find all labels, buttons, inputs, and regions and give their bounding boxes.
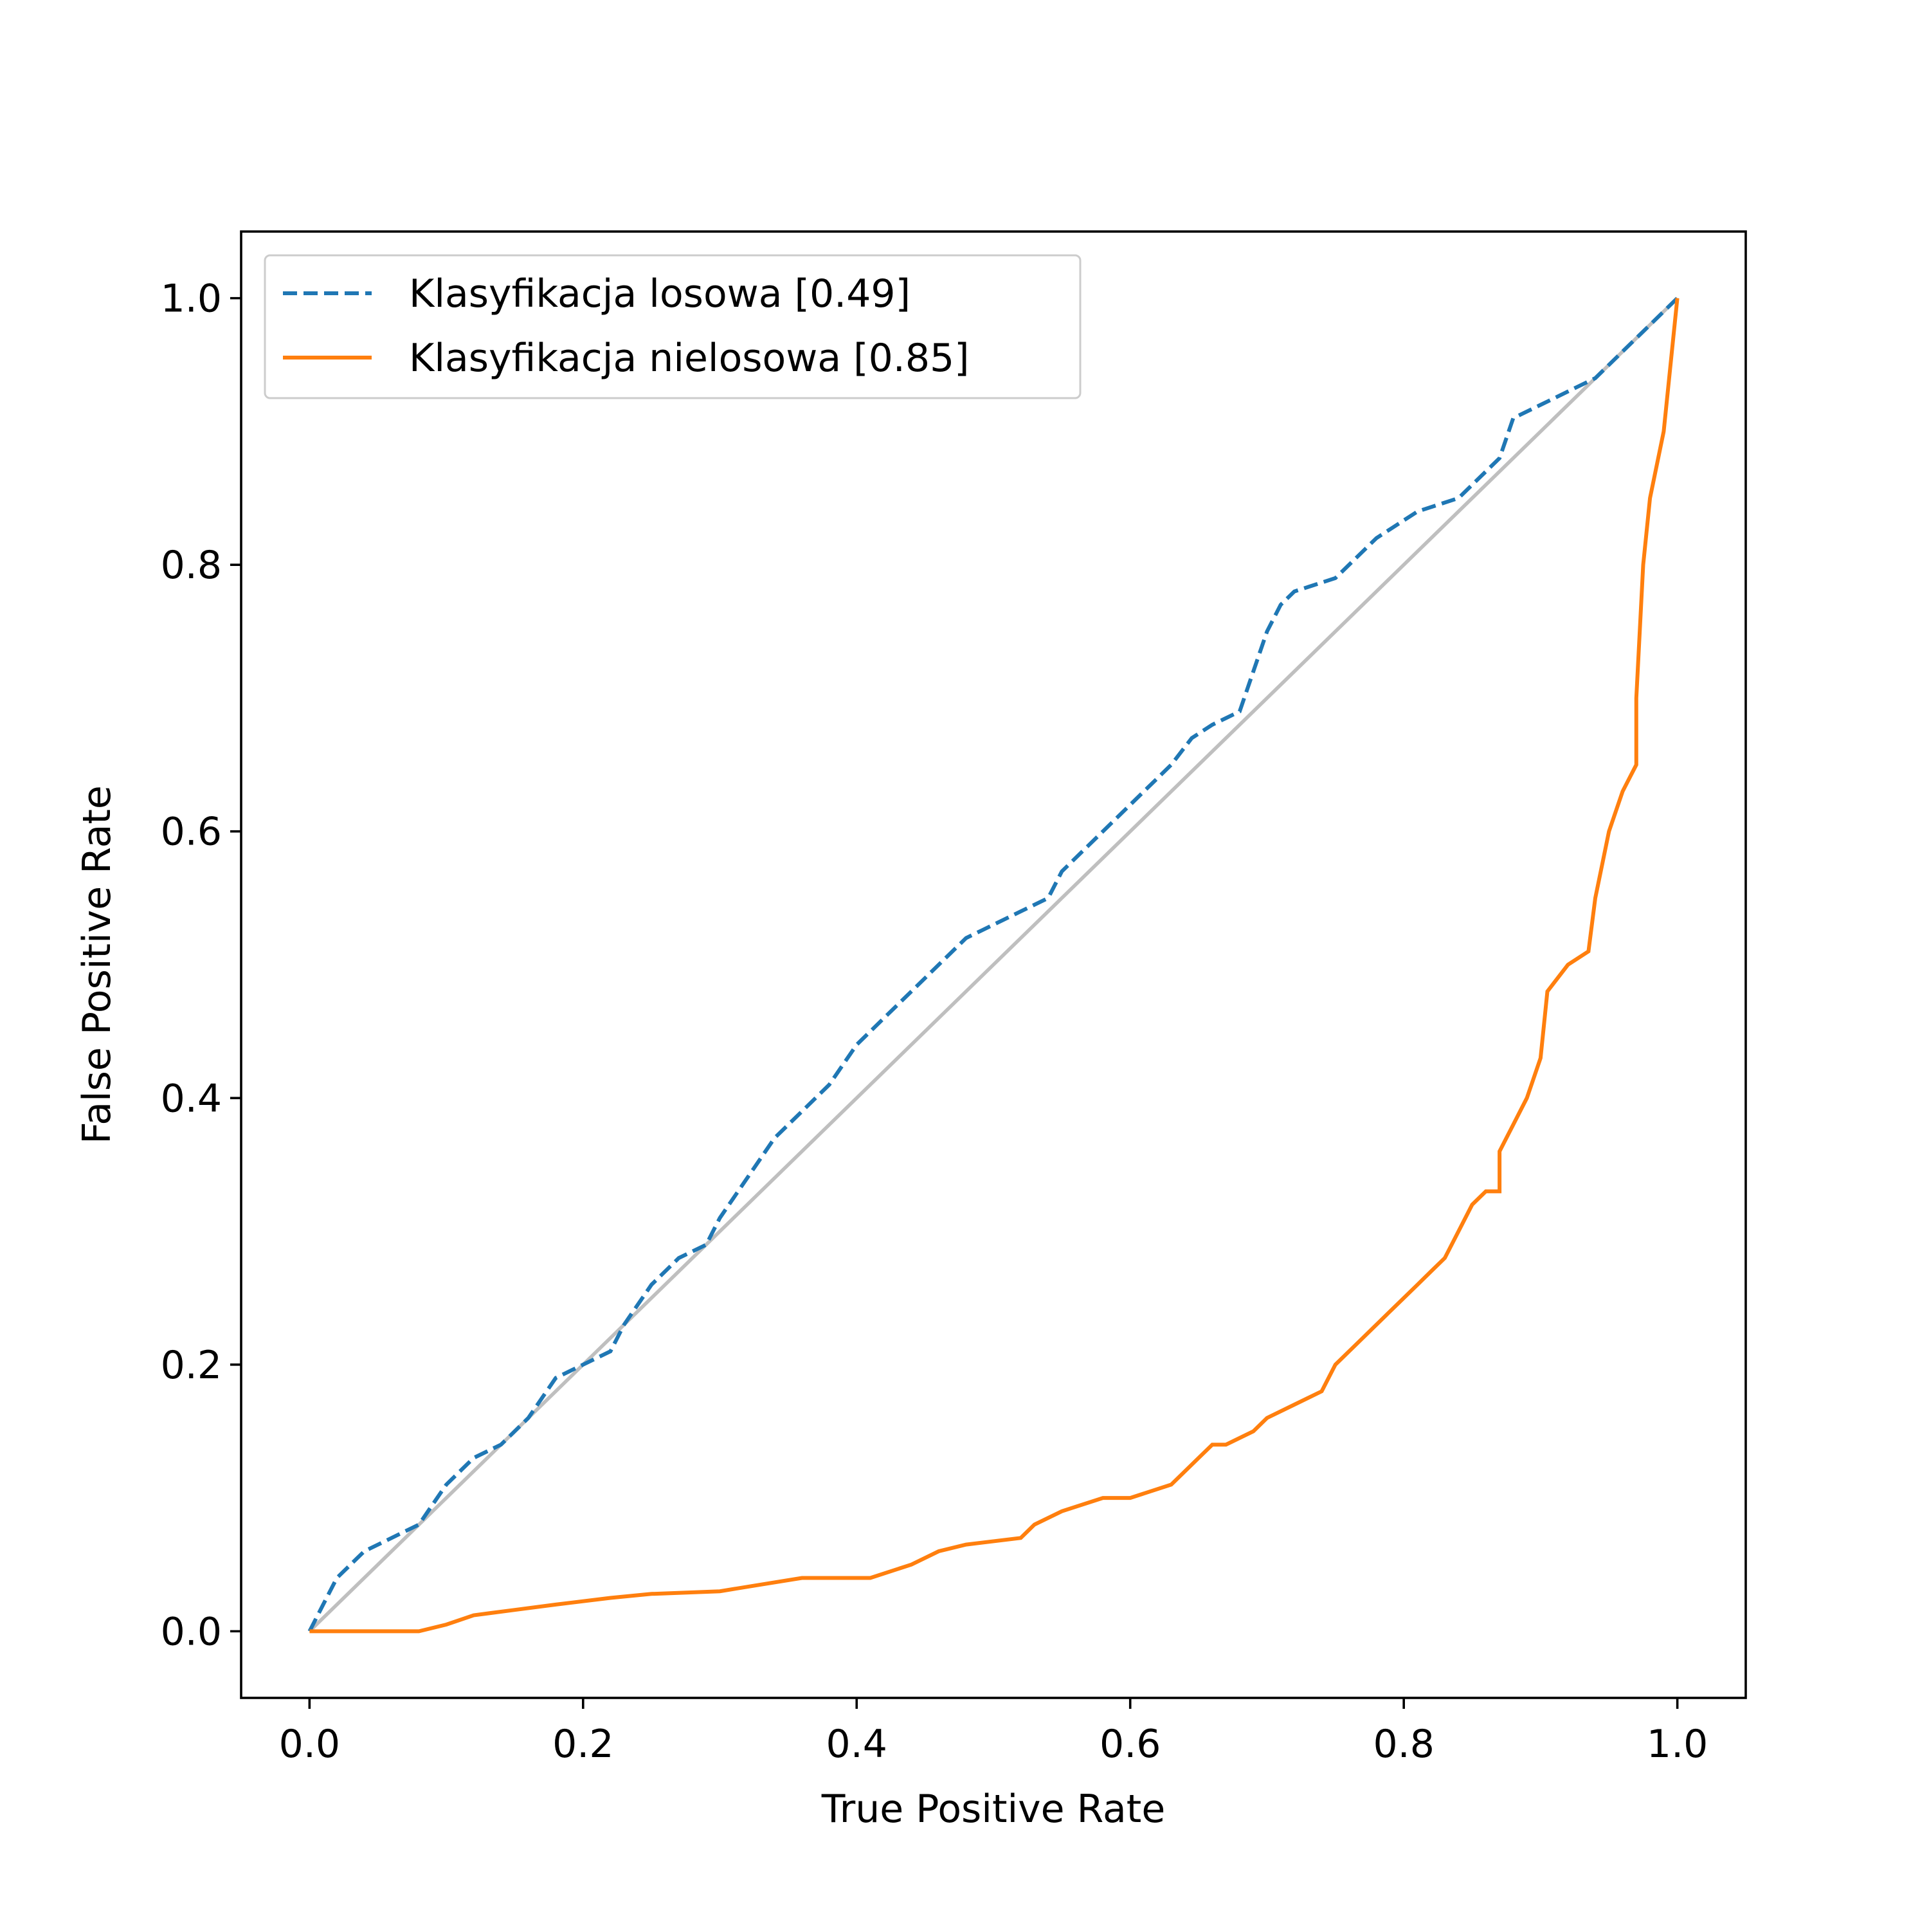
legend-label-klasyfikacja-nielosowa: Klasyfikacja nielosowa [0.85] — [409, 336, 970, 381]
legend: Klasyfikacja losowa [0.49] Klasyfikacja … — [264, 254, 1082, 399]
x-axis-ticks: 0.0 0.2 0.4 0.6 0.8 1.0 — [279, 1698, 1708, 1767]
reference-diagonal-line — [308, 296, 1679, 1633]
y-tick-label: 0.2 — [161, 1343, 222, 1388]
y-tick-label: 0.6 — [161, 810, 222, 855]
series-line-klasyfikacja-nielosowa — [309, 298, 1680, 1634]
plot-frame — [240, 230, 1747, 1699]
x-tick-label: 0.4 — [826, 1722, 887, 1767]
x-tick-label: 0.8 — [1373, 1722, 1434, 1767]
y-axis-label: False Positive Rate — [75, 785, 120, 1144]
legend-box — [264, 254, 1082, 399]
series-line-klasyfikacja-losowa — [307, 296, 1679, 1632]
legend-label-klasyfikacja-losowa: Klasyfikacja losowa [0.49] — [409, 271, 910, 316]
y-tick-label: 0.0 — [161, 1609, 222, 1654]
x-tick-label: 1.0 — [1647, 1722, 1708, 1767]
x-tick-label: 0.0 — [279, 1722, 340, 1767]
y-axis-ticks: 0.0 0.2 0.4 0.6 0.8 1.0 — [161, 277, 241, 1654]
y-tick-label: 0.8 — [161, 543, 222, 588]
x-axis-label: True Positive Rate — [821, 1787, 1165, 1832]
x-tick-label: 0.6 — [1100, 1722, 1161, 1767]
y-tick-label: 0.4 — [161, 1076, 222, 1121]
x-tick-label: 0.2 — [552, 1722, 613, 1767]
y-tick-label: 1.0 — [161, 277, 222, 322]
